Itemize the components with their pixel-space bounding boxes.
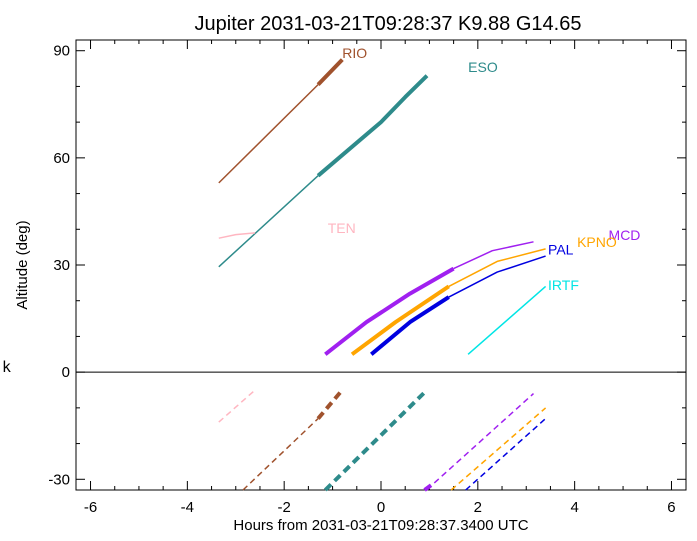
series-label-eso: ESO (468, 59, 498, 75)
series-irtf: IRTF (467, 277, 579, 355)
series-eso-segment (218, 175, 319, 268)
series-rio-segment (316, 58, 344, 86)
x-tick-label: -6 (84, 499, 97, 516)
series-label-pal: PAL (548, 241, 574, 257)
series-rio-segment (218, 84, 319, 184)
x-axis-label: Hours from 2031-03-21T09:28:37.3400 UTC (233, 517, 528, 534)
x-tick-label: -2 (278, 499, 291, 516)
series-kpno-segment (448, 248, 546, 288)
series-kpno-segment (450, 407, 547, 491)
x-tick-label: 6 (667, 499, 675, 516)
series-eso: ESO (218, 59, 498, 492)
series-ten-segment (218, 232, 256, 239)
y-tick-label: -30 (48, 471, 70, 488)
plot-frame (75, 39, 687, 491)
x-tick-label: 4 (570, 499, 578, 516)
y-tick-label: 30 (53, 257, 70, 274)
chart-title: Jupiter 2031-03-21T09:28:37 K9.88 G14.65 (195, 13, 582, 35)
series-mcd-segment (433, 393, 535, 484)
series-pal: PAL (370, 241, 574, 491)
series-pal-segment (370, 295, 450, 356)
series-label-kpno: KPNO (577, 234, 617, 250)
series-eso-segment (323, 388, 429, 492)
series-label-irtf: IRTF (548, 277, 579, 293)
series-eso-segment (316, 74, 429, 178)
series-ten-segment (218, 389, 256, 423)
series-label-ten: TEN (328, 220, 356, 236)
side-mark: k (2, 358, 11, 376)
y-tick-label: 0 (62, 364, 70, 381)
axis-ticks: -6 -4 -2 0 2 4 6 -30 0 30 60 90 (48, 40, 686, 516)
series-rio-segment (242, 418, 319, 491)
x-tick-label: -4 (181, 499, 194, 516)
series-kpno-segment (350, 284, 450, 356)
series-ten: TEN (218, 220, 356, 423)
series-pal-segment (448, 255, 546, 298)
series-mcd: MCD (324, 227, 641, 492)
series-label-mcd: MCD (609, 227, 641, 243)
series-mcd-segment (324, 266, 455, 356)
x-tick-label: 0 (377, 499, 385, 516)
series-mcd-segment (453, 241, 534, 270)
y-tick-label: 90 (53, 43, 70, 60)
y-axis-label: Altitude (deg) (14, 220, 31, 309)
series-mcd-segment (423, 481, 436, 492)
series-label-rio: RIO (342, 45, 367, 61)
series-kpno: KPNO (350, 234, 617, 491)
x-tick-label: 2 (474, 499, 482, 516)
series-pal-segment (465, 418, 547, 491)
y-tick-label: 60 (53, 150, 70, 167)
series-rio-segment (316, 388, 344, 420)
series-rio: RIO (218, 45, 367, 491)
series-irtf-segment (467, 285, 547, 355)
